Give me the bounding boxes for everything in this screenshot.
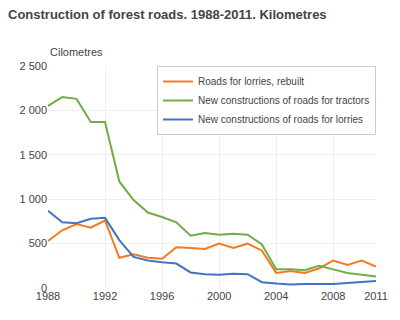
svg-text:0: 0 [41, 282, 47, 294]
svg-text:2 500: 2 500 [19, 60, 47, 72]
svg-text:Construction of forest roads.: Construction of forest roads. 1988-2011.… [8, 7, 327, 22]
svg-text:Roads for lorries, rebuilt: Roads for lorries, rebuilt [198, 76, 304, 87]
svg-text:1 500: 1 500 [19, 149, 47, 161]
svg-text:2004: 2004 [264, 290, 288, 302]
svg-text:1992: 1992 [93, 290, 117, 302]
svg-text:1 000: 1 000 [19, 193, 47, 205]
svg-text:500: 500 [29, 237, 47, 249]
svg-text:Cilometres: Cilometres [50, 46, 103, 58]
svg-text:1996: 1996 [150, 290, 174, 302]
svg-text:2011: 2011 [364, 290, 388, 302]
svg-text:New constructions of roads for: New constructions of roads for lorries [198, 114, 363, 125]
svg-text:New constructions of roads for: New constructions of roads for tractors [198, 95, 369, 106]
svg-text:2008: 2008 [321, 290, 345, 302]
svg-text:2000: 2000 [207, 290, 231, 302]
svg-text:1988: 1988 [36, 290, 60, 302]
svg-text:2 000: 2 000 [19, 104, 47, 116]
